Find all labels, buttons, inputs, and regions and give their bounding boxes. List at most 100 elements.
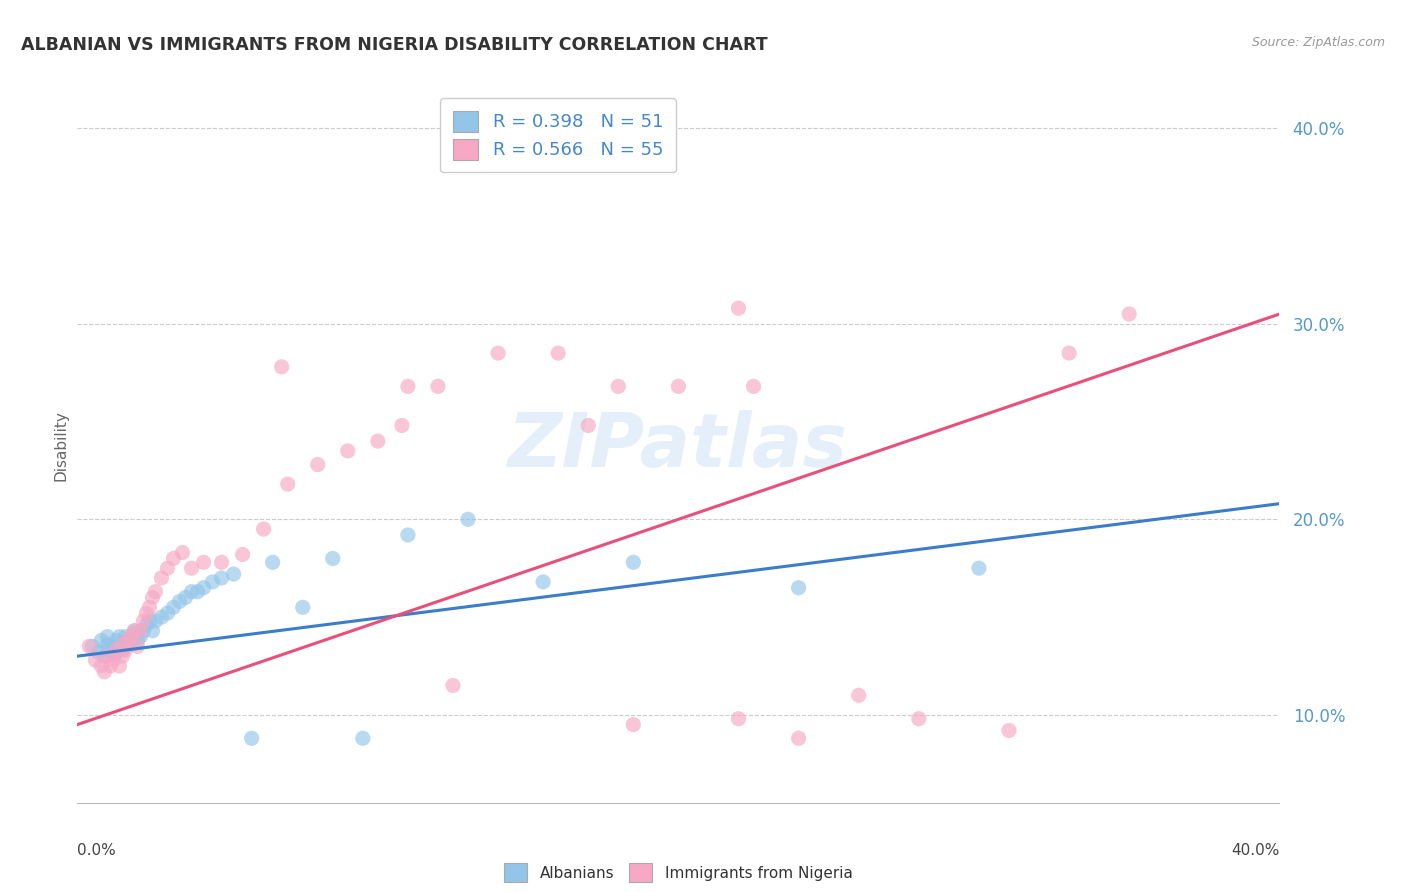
Point	[96, 649, 118, 664]
Y-axis label: Disability: Disability	[53, 410, 69, 482]
Point	[193, 555, 215, 569]
Point	[322, 551, 344, 566]
Point	[172, 545, 194, 559]
Point	[277, 477, 299, 491]
Point	[111, 649, 134, 664]
Point	[96, 643, 118, 657]
Point	[132, 614, 155, 628]
Point	[211, 571, 233, 585]
Point	[105, 633, 128, 648]
Point	[120, 630, 142, 644]
Point	[103, 647, 125, 661]
Point	[742, 379, 765, 393]
Point	[96, 637, 118, 651]
Point	[1118, 307, 1140, 321]
Point	[162, 551, 184, 566]
Text: Source: ZipAtlas.com: Source: ZipAtlas.com	[1251, 36, 1385, 49]
Point	[787, 581, 810, 595]
Point	[105, 643, 128, 657]
Point	[169, 594, 191, 608]
Point	[103, 640, 125, 654]
Point	[93, 665, 115, 679]
Point	[132, 624, 155, 638]
Point	[127, 640, 149, 654]
Point	[114, 643, 136, 657]
Point	[621, 555, 644, 569]
Point	[141, 624, 163, 638]
Point	[253, 522, 276, 536]
Point	[668, 379, 690, 393]
Point	[127, 633, 149, 648]
Point	[105, 645, 128, 659]
Point	[111, 637, 134, 651]
Point	[222, 567, 245, 582]
Point	[156, 606, 179, 620]
Point	[120, 630, 142, 644]
Point	[174, 591, 197, 605]
Point	[84, 653, 107, 667]
Point	[336, 443, 359, 458]
Point	[111, 643, 134, 657]
Point	[150, 571, 173, 585]
Point	[129, 624, 152, 638]
Point	[124, 624, 146, 638]
Point	[108, 630, 131, 644]
Point	[135, 606, 157, 620]
Point	[180, 584, 202, 599]
Point	[103, 653, 125, 667]
Point	[427, 379, 450, 393]
Point	[262, 555, 284, 569]
Point	[441, 678, 464, 692]
Point	[270, 359, 292, 374]
Point	[145, 614, 167, 628]
Point	[352, 731, 374, 746]
Point	[1057, 346, 1080, 360]
Point	[93, 649, 115, 664]
Point	[457, 512, 479, 526]
Point	[307, 458, 329, 472]
Point	[162, 600, 184, 615]
Point	[547, 346, 569, 360]
Point	[240, 731, 263, 746]
Point	[193, 581, 215, 595]
Point	[141, 591, 163, 605]
Point	[120, 637, 142, 651]
Point	[108, 659, 131, 673]
Point	[621, 717, 644, 731]
Text: 40.0%: 40.0%	[1232, 843, 1279, 858]
Point	[145, 584, 167, 599]
Point	[127, 625, 149, 640]
Point	[100, 659, 122, 673]
Point	[117, 633, 139, 648]
Point	[108, 641, 131, 656]
Point	[607, 379, 630, 393]
Point	[998, 723, 1021, 738]
Point	[79, 640, 101, 654]
Point	[727, 301, 749, 315]
Point	[201, 574, 224, 589]
Point	[967, 561, 990, 575]
Point	[114, 630, 136, 644]
Point	[787, 731, 810, 746]
Legend: Albanians, Immigrants from Nigeria: Albanians, Immigrants from Nigeria	[498, 857, 859, 888]
Point	[114, 640, 136, 654]
Text: ALBANIAN VS IMMIGRANTS FROM NIGERIA DISABILITY CORRELATION CHART: ALBANIAN VS IMMIGRANTS FROM NIGERIA DISA…	[21, 36, 768, 54]
Point	[111, 635, 134, 649]
Point	[396, 379, 419, 393]
Point	[908, 712, 931, 726]
Text: 0.0%: 0.0%	[77, 843, 117, 858]
Point	[211, 555, 233, 569]
Point	[727, 712, 749, 726]
Point	[90, 659, 112, 673]
Point	[232, 548, 254, 562]
Text: ZIPatlas: ZIPatlas	[509, 409, 848, 483]
Point	[150, 610, 173, 624]
Point	[396, 528, 419, 542]
Point	[96, 630, 118, 644]
Point	[138, 600, 160, 615]
Point	[531, 574, 554, 589]
Point	[180, 561, 202, 575]
Point	[135, 618, 157, 632]
Point	[367, 434, 389, 449]
Point	[391, 418, 413, 433]
